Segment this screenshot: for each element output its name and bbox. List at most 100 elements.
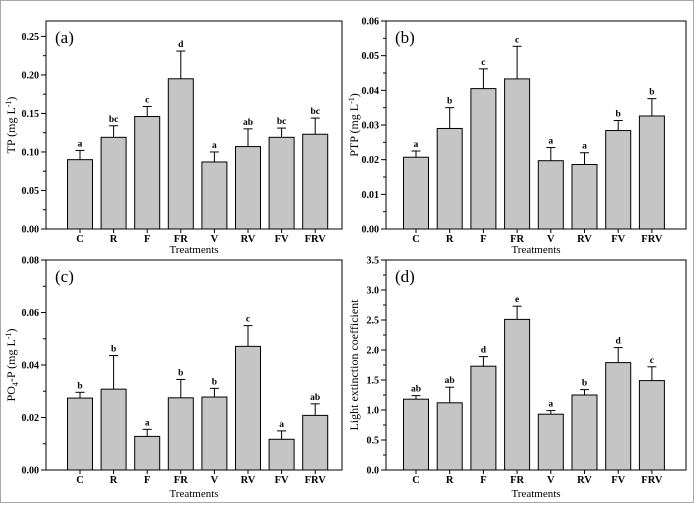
y-tick-label: 0.00 <box>22 466 40 477</box>
sig-letter-C: a <box>414 140 419 150</box>
x-axis-title: Treatments <box>169 488 218 500</box>
y-tick-label: 0.03 <box>362 121 380 132</box>
y-tick-label: 0.05 <box>22 186 40 197</box>
x-category-label-V: V <box>547 234 555 245</box>
bar-FRV <box>302 414 329 471</box>
x-category-label-FRV: FRV <box>641 234 663 245</box>
bar-V <box>537 413 564 471</box>
x-category-label-FR: FR <box>174 234 188 245</box>
sig-letter-FR: e <box>515 295 519 305</box>
panel-d: 0.0 0.5 1.0 1.5 2.0 2.5 3.0 3.5 ab Cab Rd Fe FR a Vb RV… <box>347 256 687 500</box>
bar-R <box>436 127 463 230</box>
x-category-label-F: F <box>144 475 150 486</box>
panel-letter: (c) <box>55 267 74 286</box>
sig-letter-C: ab <box>411 385 421 395</box>
x-category-label-V: V <box>211 234 219 245</box>
y-axis-title: PTP (mg L-1) <box>347 93 361 157</box>
y-tick-label: 3.5 <box>367 256 380 267</box>
bar-FR <box>167 397 194 471</box>
y-tick-label: 0.02 <box>362 155 380 166</box>
x-category-label-C: C <box>412 234 420 245</box>
y-tick-label: 0.5 <box>367 436 380 447</box>
x-category-label-C: C <box>76 234 84 245</box>
bar-FRV <box>638 380 665 471</box>
sig-letter-RV: ab <box>243 118 253 128</box>
x-category-label-FR: FR <box>510 234 524 245</box>
bar-C <box>403 398 429 471</box>
x-category-label-FRV: FRV <box>305 475 327 486</box>
y-tick-label: 0.00 <box>22 225 40 236</box>
sig-letter-FV: d <box>616 337 622 347</box>
x-category-label-V: V <box>211 475 219 486</box>
y-axis-title: TP (mg L-1) <box>4 97 18 154</box>
sig-letter-FR: b <box>178 368 183 378</box>
x-category-label-FR: FR <box>510 475 524 486</box>
panel-b: 0.00 0.01 0.02 0.03 0.04 0.05 0.06 a Cb Rc Fc FR a Va… <box>347 17 687 256</box>
y-tick-label: 0.15 <box>22 109 40 120</box>
y-tick-label: 0.00 <box>362 225 380 236</box>
bar-FR <box>167 78 194 230</box>
x-category-label-RV: RV <box>577 475 592 486</box>
x-category-label-C: C <box>76 475 84 486</box>
bar-F <box>470 365 497 471</box>
bar-RV <box>571 164 598 230</box>
bar-R <box>100 136 127 230</box>
sig-letter-R: b <box>447 97 452 107</box>
bar-C <box>67 397 93 471</box>
x-axis-title: Treatments <box>511 488 560 500</box>
y-tick-label: 0.0 <box>367 466 380 477</box>
y-tick-label: 0.04 <box>362 86 380 97</box>
bar-R <box>436 402 463 471</box>
sig-letter-R: bc <box>109 115 119 125</box>
y-tick-label: 2.0 <box>367 346 380 357</box>
bar-FR <box>504 318 531 471</box>
bar-F <box>134 435 161 471</box>
y-tick-label: 0.10 <box>22 147 40 158</box>
bar-FV <box>605 362 632 471</box>
panel-letter: (a) <box>55 28 74 47</box>
x-category-label-C: C <box>412 475 420 486</box>
bar-FR <box>504 78 531 230</box>
y-tick-label: 2.5 <box>367 316 380 327</box>
sig-letter-FR: c <box>515 35 519 45</box>
y-tick-label: 0.25 <box>22 32 40 43</box>
y-tick-label: 0.01 <box>362 190 380 201</box>
bar-RV <box>235 345 261 471</box>
bar-RV <box>571 394 598 471</box>
x-category-label-FR: FR <box>174 475 188 486</box>
y-tick-label: 3.0 <box>367 286 380 297</box>
bar-FV <box>605 130 632 230</box>
bar-V <box>201 161 228 230</box>
bar-C <box>67 159 93 230</box>
x-category-label-F: F <box>144 234 150 245</box>
panel-letter: (d) <box>395 267 415 286</box>
sig-letter-F: d <box>481 346 487 356</box>
sig-letter-V: a <box>548 137 553 147</box>
y-axis-title: Light extinction coefficient <box>347 299 361 431</box>
x-category-label-R: R <box>446 234 454 245</box>
panel-letter: (b) <box>395 28 415 47</box>
bar-V <box>537 160 564 230</box>
y-tick-label: 0.02 <box>22 413 40 424</box>
x-category-label-FV: FV <box>275 234 289 245</box>
sig-letter-C: a <box>78 139 83 149</box>
bar-FV <box>268 438 295 471</box>
x-category-label-V: V <box>547 475 555 486</box>
x-axis-title: Treatments <box>169 244 218 256</box>
y-tick-label: 0.04 <box>22 361 40 372</box>
sig-letter-RV: c <box>246 315 250 325</box>
x-category-label-RV: RV <box>241 234 256 245</box>
bar-V <box>201 396 228 471</box>
sig-letter-RV: b <box>582 379 587 389</box>
sig-letter-FRV: c <box>650 356 654 366</box>
y-tick-label: 0.06 <box>362 17 380 28</box>
y-tick-label: 0.06 <box>22 308 40 319</box>
sig-letter-FV: a <box>279 420 284 430</box>
x-category-label-FV: FV <box>611 475 625 486</box>
x-category-label-RV: RV <box>241 475 256 486</box>
sig-letter-FV: b <box>616 109 621 119</box>
bar-FRV <box>638 115 665 230</box>
sig-letter-FV: bc <box>277 117 287 127</box>
